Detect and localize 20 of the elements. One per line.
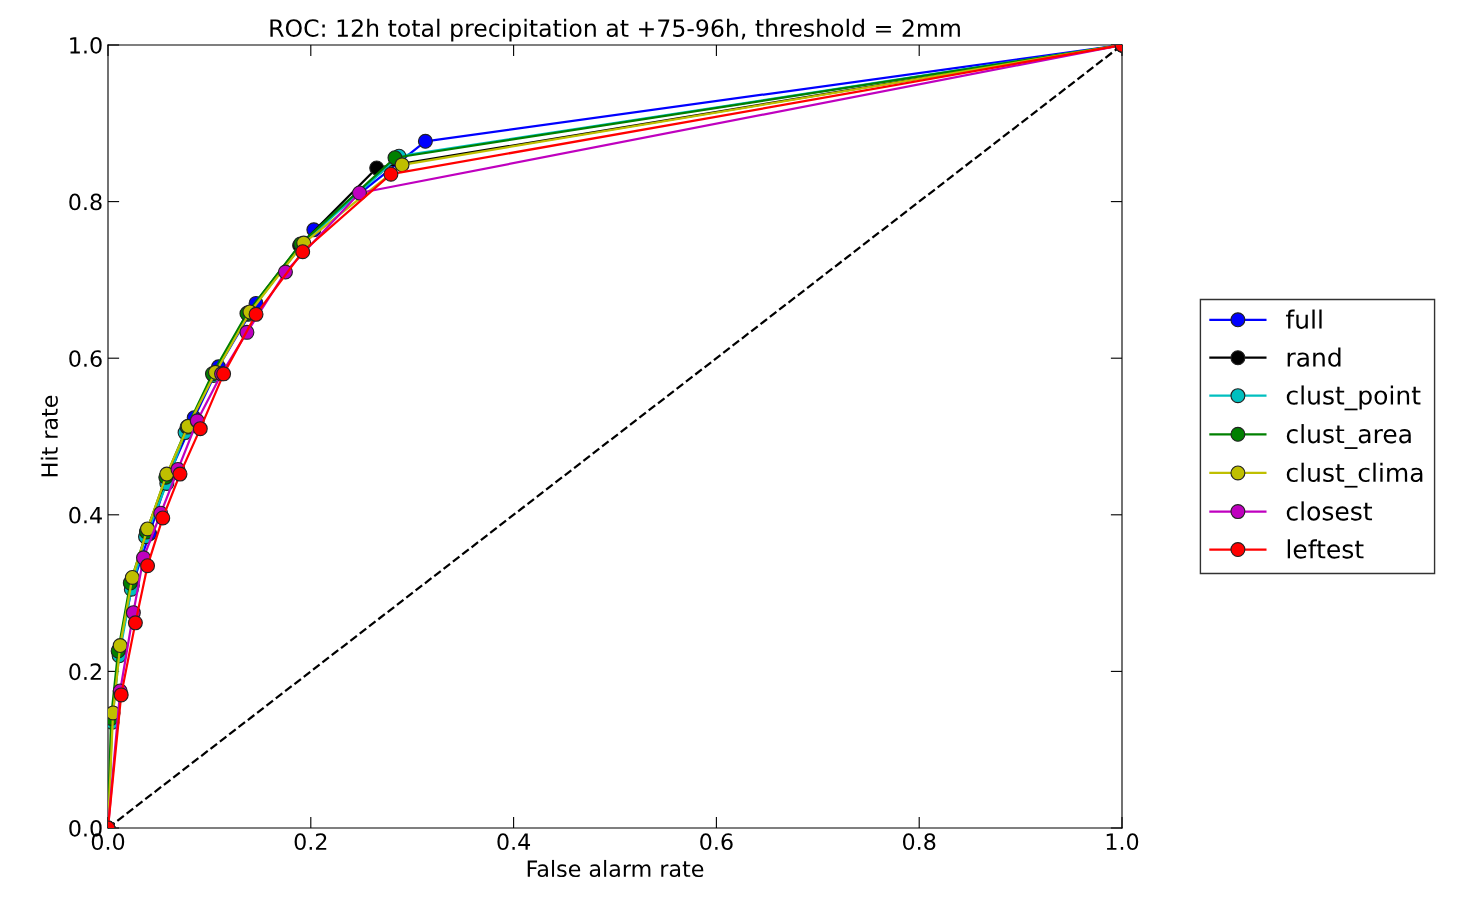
y-tick-label: 0.4 (69, 506, 102, 524)
y-tick-label: 0.2 (69, 663, 101, 681)
chart-title: ROC: 12h total precipitation at +75-96h, threshold = 2mm (270, 18, 960, 42)
legend-label: closest (1286, 501, 1373, 521)
legend-label: clust_clima (1286, 462, 1423, 488)
x-tick-label: 0.8 (903, 833, 936, 851)
x-tick-label: 1.0 (1106, 833, 1139, 851)
x-tick-label: 0.6 (700, 833, 733, 851)
y-axis-title: Hit rate (40, 395, 58, 477)
legend-label: full (1285, 309, 1322, 329)
legend-label: clust_point (1286, 385, 1421, 411)
x-tick-label: 0.4 (497, 833, 531, 851)
y-tick-label: 0.8 (69, 193, 102, 211)
legend-label: clust_area (1286, 424, 1411, 449)
x-tick-label: 0.2 (294, 833, 327, 851)
legend-label: rand (1287, 347, 1341, 367)
y-tick-label: 1.0 (70, 36, 102, 54)
y-tick-label: 0.6 (69, 350, 102, 367)
x-axis-title: False alarm rate (527, 859, 704, 878)
legend-label: leftest (1287, 539, 1364, 559)
